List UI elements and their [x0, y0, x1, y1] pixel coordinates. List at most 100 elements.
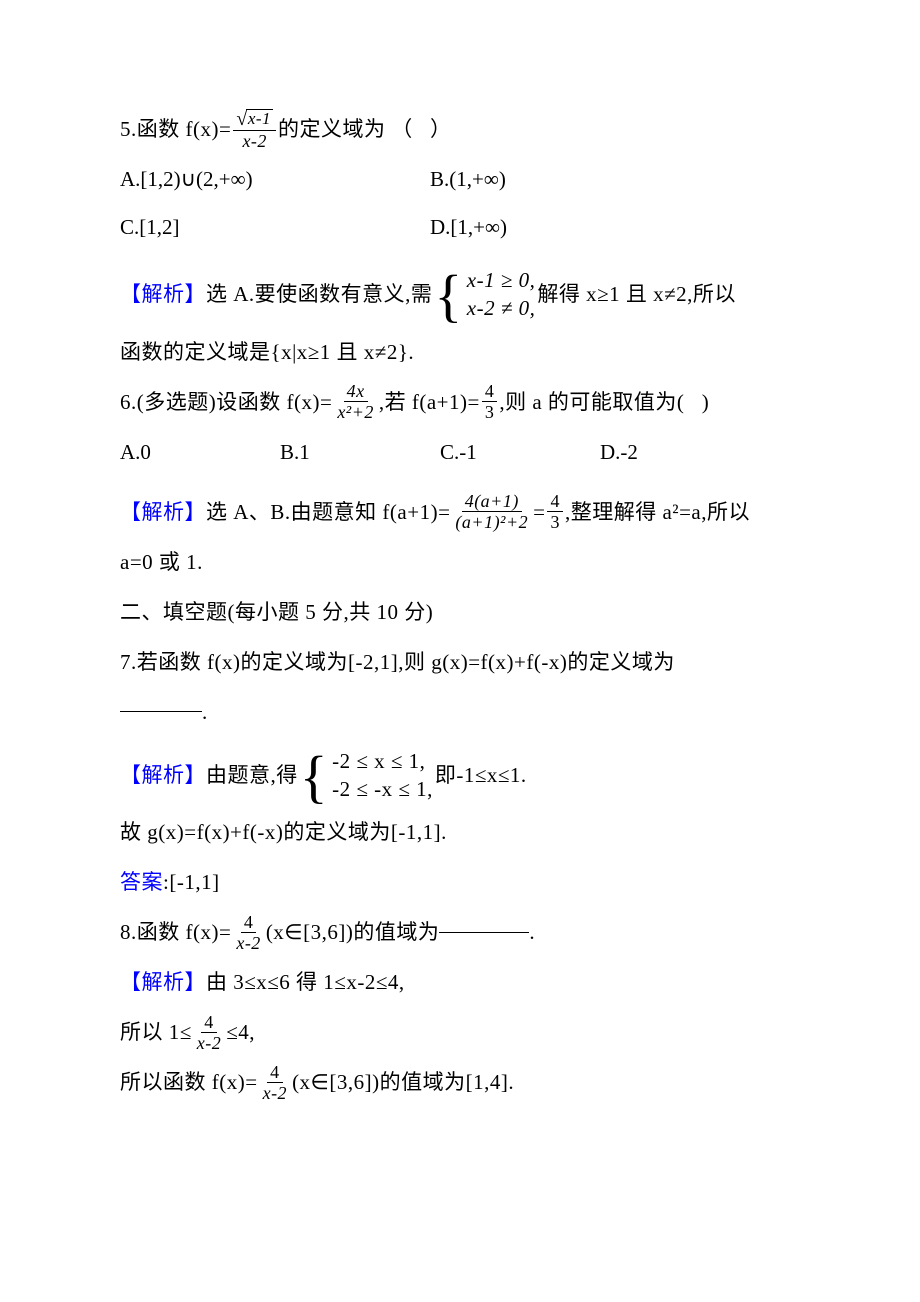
- q8-sol-l3-post: (x∈[3,6])的值域为[1,4].: [292, 1061, 514, 1103]
- q7-solution-line2: 故 g(x)=f(x)+f(-x)的定义域为[-1,1].: [120, 811, 820, 853]
- brace-system: { x-1 ≥ 0, x-2 ≠ 0,: [434, 266, 535, 323]
- q8-sol-frac2-num: 4: [201, 1013, 217, 1033]
- q7-line1-text: 7.若函数 f(x)的定义域为[-2,1],则 g(x)=f(x)+f(-x)的…: [120, 641, 675, 683]
- q8-sol-l2-pre: 所以 1≤: [120, 1011, 192, 1053]
- section2-heading-text: 二、填空题(每小题 5 分,共 10 分): [120, 591, 433, 633]
- q6-sol-fracB: 4 3: [547, 492, 563, 531]
- q6-sol-fracB-num: 4: [547, 492, 563, 512]
- q6-opt-c: C.-1: [440, 431, 600, 473]
- q5-frac-num-radicand: x-1: [246, 109, 273, 129]
- q5-opt-d: D.[1,+∞): [430, 206, 507, 248]
- q8-sol-frac2-den: x-2: [194, 1033, 224, 1052]
- q8-sol-line1: 由 3≤x≤6 得 1≤x-2≤4,: [206, 961, 405, 1003]
- q8-solution-line1: 【解析】 由 3≤x≤6 得 1≤x-2≤4,: [120, 961, 820, 1003]
- solution-label: 【解析】: [120, 754, 206, 796]
- q5-frac-den: x-2: [239, 131, 269, 150]
- q5-suffix-close: ）: [430, 108, 452, 150]
- q7-sol-line2: 故 g(x)=f(x)+f(-x)的定义域为[-1,1].: [120, 811, 447, 853]
- q6-frac2: 4 3: [482, 382, 498, 421]
- answer-label: 答案: [120, 861, 163, 903]
- q6-sol-pre: 选 A、B.由题意知 f(a+1)=: [206, 491, 450, 533]
- q6-frac1-den: x²+2: [334, 402, 377, 421]
- brace-rows: -2 ≤ x ≤ 1, -2 ≤ -x ≤ 1,: [332, 747, 433, 804]
- q6-sol-line2: a=0 或 1.: [120, 541, 203, 583]
- q5-sol-line2: 函数的定义域是{x|x≥1 且 x≠2}.: [120, 331, 414, 373]
- q6-options: A.0 B.1 C.-1 D.-2: [120, 431, 820, 473]
- q6-frac2-num: 4: [482, 382, 498, 402]
- q8-stem: 8.函数 f(x)= 4 x-2 (x∈[3,6])的值域为 .: [120, 911, 820, 953]
- sqrt-icon: √ x-1: [236, 109, 273, 129]
- q5-options-row1: A.[1,2)∪(2,+∞) B.(1,+∞): [120, 158, 820, 200]
- left-brace-icon: {: [300, 751, 328, 803]
- solution-label: 【解析】: [120, 961, 206, 1003]
- q7-blank-suffix: .: [202, 691, 208, 733]
- q6-opt-d: D.-2: [600, 431, 760, 473]
- q7-answer: 答案 :[-1,1]: [120, 861, 820, 903]
- q8-sol-frac3-den: x-2: [260, 1083, 290, 1102]
- q8-frac: 4 x-2: [233, 913, 263, 952]
- q6-sol-fracA-den: (a+1)²+2: [452, 512, 531, 531]
- brace-system: { -2 ≤ x ≤ 1, -2 ≤ -x ≤ 1,: [300, 747, 433, 804]
- q5-frac: √ x-1 x-2: [233, 109, 276, 150]
- q6-stem: 6.(多选题)设函数 f(x)= 4x x²+2 ,若 f(a+1)= 4 3 …: [120, 381, 820, 423]
- q6-sol-post: ,整理解得 a²=a,所以: [565, 491, 750, 533]
- q5-suffix: 的定义域为 （: [278, 108, 413, 150]
- left-brace-icon: {: [434, 270, 462, 322]
- q6-frac1: 4x x²+2: [334, 382, 377, 421]
- solution-label: 【解析】: [120, 491, 206, 533]
- q6-opt-a: A.0: [120, 431, 280, 473]
- q6-frac1-num: 4x: [344, 382, 368, 402]
- q8-mid: (x∈[3,6])的值域为: [266, 911, 440, 953]
- q7-solution-line1: 【解析】 由题意,得 { -2 ≤ x ≤ 1, -2 ≤ -x ≤ 1, 即-…: [120, 747, 820, 804]
- q6-frac2-den: 3: [482, 402, 498, 421]
- q6-solution-line2: a=0 或 1.: [120, 541, 820, 583]
- q7-line1: 7.若函数 f(x)的定义域为[-2,1],则 g(x)=f(x)+f(-x)的…: [120, 641, 820, 683]
- q8-blank-suffix: .: [529, 911, 535, 953]
- q7-sol-post: 即-1≤x≤1.: [435, 754, 527, 796]
- q6-suffix-close: ): [702, 381, 710, 423]
- q6-suffix: ,则 a 的可能取值为(: [499, 381, 684, 423]
- q8-prefix: 8.函数 f(x)=: [120, 911, 231, 953]
- q5-options-row2: C.[1,2] D.[1,+∞): [120, 206, 820, 248]
- q6-opt-b: B.1: [280, 431, 440, 473]
- document-page: 5.函数 f(x)= √ x-1 x-2 的定义域为 （ ） A.[1,2)∪(…: [0, 0, 920, 1171]
- q8-frac-num: 4: [241, 913, 257, 933]
- solution-label: 【解析】: [120, 273, 206, 315]
- q5-stem: 5.函数 f(x)= √ x-1 x-2 的定义域为 （ ）: [120, 108, 820, 150]
- q6-solution-line1: 【解析】 选 A、B.由题意知 f(a+1)= 4(a+1) (a+1)²+2 …: [120, 491, 820, 533]
- q6-sol-eq: =: [533, 491, 545, 533]
- q5-opt-c: C.[1,2]: [120, 206, 430, 248]
- q5-sol-pre: 选 A.要使函数有意义,需: [206, 273, 432, 315]
- q7-brace-row1: -2 ≤ x ≤ 1,: [332, 747, 433, 775]
- q5-opt-b: B.(1,+∞): [430, 158, 506, 200]
- paren-blank: [413, 108, 430, 150]
- q7-blank-row: .: [120, 691, 820, 733]
- q7-brace-row2: -2 ≤ -x ≤ 1,: [332, 775, 433, 803]
- fill-blank: [120, 711, 202, 712]
- q6-mid: ,若 f(a+1)=: [379, 381, 480, 423]
- q8-sol-l2-post: ≤4,: [226, 1011, 255, 1053]
- q5-opt-a: A.[1,2)∪(2,+∞): [120, 158, 430, 200]
- q5-brace-row2: x-2 ≠ 0,: [467, 294, 536, 322]
- q8-sol-l3-pre: 所以函数 f(x)=: [120, 1061, 258, 1103]
- q5-solution-line2: 函数的定义域是{x|x≥1 且 x≠2}.: [120, 331, 820, 373]
- q8-sol-frac2: 4 x-2: [194, 1013, 224, 1052]
- q6-sol-fracB-den: 3: [547, 512, 563, 531]
- q8-sol-frac3: 4 x-2: [260, 1063, 290, 1102]
- q7-sol-pre: 由题意,得: [206, 754, 298, 796]
- q8-solution-line3: 所以函数 f(x)= 4 x-2 (x∈[3,6])的值域为[1,4].: [120, 1061, 820, 1103]
- brace-rows: x-1 ≥ 0, x-2 ≠ 0,: [467, 266, 536, 323]
- fill-blank: [439, 932, 529, 933]
- q5-sol-post: 解得 x≥1 且 x≠2,所以: [537, 273, 736, 315]
- q8-sol-frac3-num: 4: [267, 1063, 283, 1083]
- q6-sol-fracA-num: 4(a+1): [462, 492, 522, 512]
- q6-sol-fracA: 4(a+1) (a+1)²+2: [452, 492, 531, 531]
- q5-solution-line1: 【解析】 选 A.要使函数有意义,需 { x-1 ≥ 0, x-2 ≠ 0, 解…: [120, 266, 820, 323]
- q8-frac-den: x-2: [233, 933, 263, 952]
- section2-heading: 二、填空题(每小题 5 分,共 10 分): [120, 591, 820, 633]
- q8-solution-line2: 所以 1≤ 4 x-2 ≤4,: [120, 1011, 820, 1053]
- q6-prefix: 6.(多选题)设函数 f(x)=: [120, 381, 332, 423]
- q7-answer-value: :[-1,1]: [163, 861, 220, 903]
- q5-prefix: 5.函数 f(x)=: [120, 108, 231, 150]
- q5-brace-row1: x-1 ≥ 0,: [467, 266, 536, 294]
